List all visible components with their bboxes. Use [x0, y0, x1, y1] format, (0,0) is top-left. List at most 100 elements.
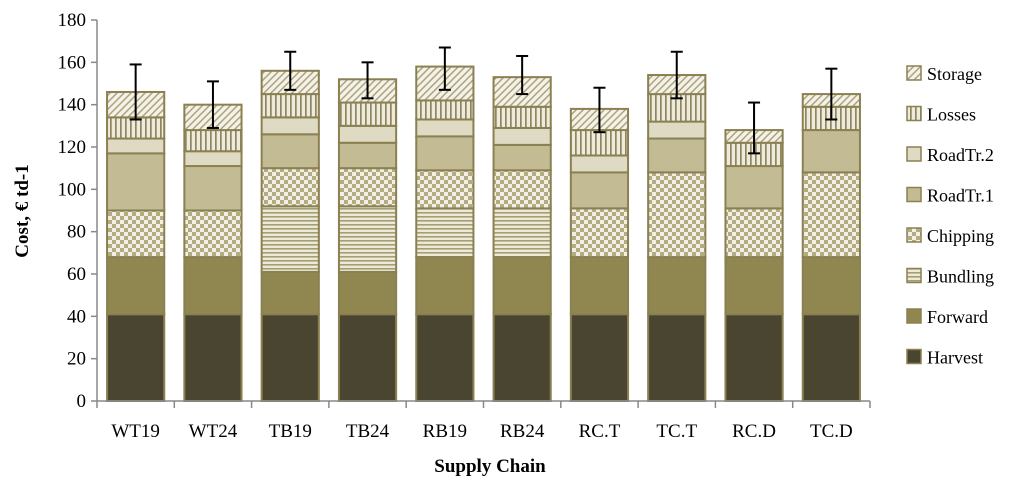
x-tick-label-wt24: WT24 [189, 421, 238, 442]
legend: Storage Losses RoadTr.2 RoadTr.1 Chipping Bun… [906, 64, 994, 368]
bar-segment-tc-t-roadtr-1 [647, 137, 707, 174]
legend-label-roadtr-1: RoadTr.1 [927, 186, 994, 206]
bar-segment-wt19-losses [106, 116, 166, 140]
bar-segment-tc-d-forward [801, 256, 861, 316]
error-bar-tc-d [825, 67, 838, 121]
legend-label-roadtr-2: RoadTr.2 [927, 145, 994, 165]
y-tick-label-160: 160 [58, 52, 87, 73]
legend-swatch-chipping [906, 227, 922, 243]
bar-segment-tb19-roadtr-2 [260, 116, 320, 136]
bar-segment-rc-t-forward [569, 256, 630, 316]
y-tick-label-60: 60 [67, 264, 86, 285]
bar-segment-wt24-roadtr-2 [183, 150, 243, 168]
x-axis-title: Supply Chain [434, 456, 546, 477]
bar-segment-wt24-chipping [183, 209, 243, 259]
bar-segment-tc-d-harvest [801, 313, 861, 402]
bar-segment-wt19-roadtr-2 [106, 137, 166, 155]
error-bar-rb24 [516, 54, 529, 96]
bar-segment-tb19-roadtr-1 [260, 133, 320, 170]
legend-label-losses: Losses [927, 105, 976, 125]
error-bar-tc-t [670, 50, 683, 100]
bar-segment-tc-t-forward [647, 256, 707, 316]
bar-segment-tb24-losses [337, 101, 398, 127]
bar-segment-tb19-harvest [260, 313, 320, 402]
legend-label-storage: Storage [927, 64, 982, 84]
bar-segment-tb19-chipping [260, 167, 320, 208]
legend-item-losses: Losses [906, 105, 976, 125]
bar-segment-rb24-harvest [492, 313, 552, 402]
x-tick-label-rc-t: RC.T [579, 421, 621, 442]
bar-segment-tb24-forward [337, 270, 398, 316]
bar-segment-rc-d-harvest [724, 313, 784, 402]
bar-segment-tb19-losses [260, 93, 320, 119]
error-bar-tb24 [361, 61, 374, 100]
legend-swatch-bundling [906, 267, 922, 284]
bar-segment-wt19-roadtr-1 [106, 152, 166, 212]
legend-item-roadtr-1: RoadTr.1 [906, 186, 994, 206]
error-bar-rc-t [593, 86, 606, 134]
bar-segment-rc-t-harvest [569, 313, 630, 402]
bar-segment-rc-d-roadtr-1 [724, 165, 784, 210]
bar-segment-rb19-losses [415, 99, 475, 121]
bar-segment-rc-t-roadtr-2 [569, 154, 630, 174]
bar-segment-tb24-roadtr-2 [337, 124, 398, 144]
bar-segment-rc-t-losses [569, 129, 630, 157]
bar-segment-tb19-bundling [260, 205, 320, 273]
y-tick-label-140: 140 [58, 95, 87, 116]
x-tick-label-tb19: TB19 [269, 421, 312, 442]
bar-segment-wt19-forward [106, 256, 166, 316]
bar-segment-rb24-chipping [492, 169, 552, 210]
plot-area [106, 46, 861, 402]
error-bar-tb19 [284, 50, 297, 91]
bar-segment-rb19-roadtr-2 [415, 118, 475, 138]
error-bar-wt24 [206, 80, 219, 129]
bar-segment-rb19-bundling [415, 207, 475, 259]
x-tick-label-rb24: RB24 [500, 421, 545, 442]
bar-segment-tb19-forward [260, 270, 320, 316]
legend-label-forward: Forward [927, 307, 988, 327]
bar-segment-tc-t-chipping [647, 171, 707, 259]
y-tick-label-80: 80 [67, 222, 86, 243]
bar-segment-rb19-roadtr-1 [415, 135, 475, 172]
legend-swatch-harvest [906, 348, 922, 365]
bar-segment-rb24-losses [492, 105, 552, 129]
x-tick-label-tc-d: TC.D [810, 421, 853, 442]
bar-segment-wt24-roadtr-1 [183, 165, 243, 212]
legend-swatch-roadtr-2 [906, 146, 922, 162]
error-bar-wt19 [129, 63, 142, 121]
y-tick-label-100: 100 [58, 179, 87, 200]
y-axis-title: Cost, € td-1 [12, 164, 33, 257]
x-tick-label-tb24: TB24 [346, 421, 390, 442]
bar-segment-wt24-forward [183, 256, 243, 316]
x-tick-label-wt19: WT19 [111, 421, 160, 442]
bar-segment-rc-t-roadtr-1 [569, 171, 630, 210]
bar-segment-rb19-harvest [415, 313, 475, 402]
y-tick-label-20: 20 [67, 349, 86, 370]
bar-segment-rb24-forward [492, 256, 552, 316]
legend-label-chipping: Chipping [927, 226, 994, 246]
y-tick-label-180: 180 [58, 10, 87, 31]
legend-item-harvest: Harvest [906, 348, 983, 368]
bar-segment-tb24-chipping [337, 167, 398, 208]
bar-segment-wt19-chipping [106, 209, 166, 259]
bar-segment-rb19-forward [415, 256, 475, 316]
legend-label-harvest: Harvest [927, 348, 983, 368]
bar-segment-tb24-roadtr-1 [337, 141, 398, 170]
x-tick-label-rb19: RB19 [423, 421, 467, 442]
legend-item-bundling: Bundling [906, 267, 994, 287]
bar-segment-wt24-harvest [183, 313, 243, 402]
bar-segment-wt19-harvest [106, 313, 166, 402]
x-tick-label-rc-d: RC.D [732, 421, 776, 442]
bar-segment-tb24-harvest [337, 313, 398, 402]
bar-segment-tb24-bundling [337, 205, 398, 273]
x-tick-label-tc-t: TC.T [656, 421, 697, 442]
bar-segment-tc-t-roadtr-2 [647, 120, 707, 140]
bar-segment-rc-d-forward [724, 256, 784, 316]
y-tick-label-40: 40 [67, 306, 86, 327]
legend-swatch-roadtr-1 [906, 186, 922, 203]
bar-segment-wt24-losses [183, 129, 243, 153]
bar-segment-rc-d-chipping [724, 207, 784, 259]
y-tick-label-0: 0 [77, 391, 87, 412]
legend-item-forward: Forward [906, 307, 988, 327]
